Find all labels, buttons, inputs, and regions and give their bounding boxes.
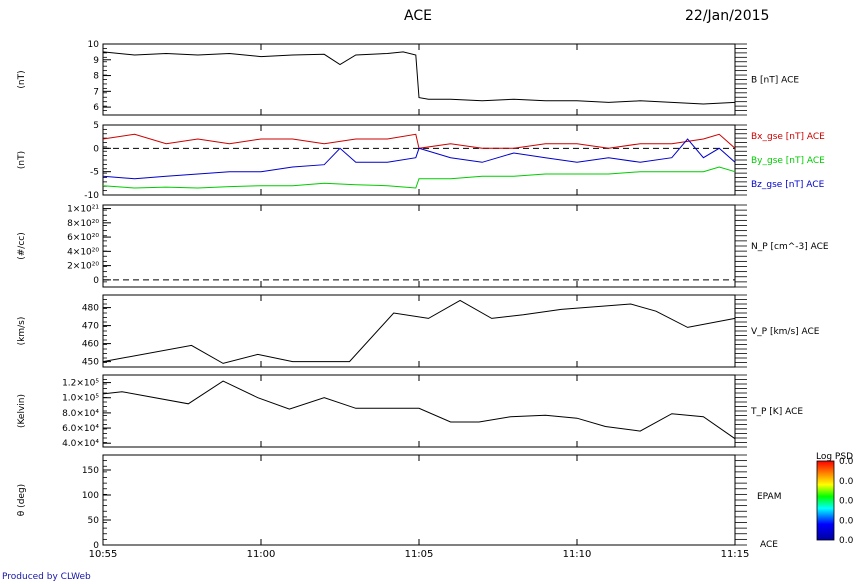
y-tick-label: 8.0×10⁴ xyxy=(62,409,99,419)
y-tick-label: 8 xyxy=(93,72,99,82)
colorbar-tick-label: 0.0 xyxy=(839,516,854,526)
panel-frame xyxy=(102,294,736,368)
y-tick-label: 1.0×10⁵ xyxy=(62,394,99,404)
y-tick-label: 0 xyxy=(93,276,99,286)
y-tick-label: 4×10²⁰ xyxy=(67,247,99,257)
y-axis-label: (km/s) xyxy=(17,317,27,346)
y-tick-label: 4.0×10⁴ xyxy=(62,439,99,449)
y-tick-label: -10 xyxy=(84,191,99,201)
panel-frame xyxy=(102,454,736,546)
x-tick-label: 11:00 xyxy=(247,549,276,560)
y-tick-label: 0 xyxy=(93,144,99,154)
legend-label: T_P [K] ACE xyxy=(750,407,803,417)
y-axis-label: (nT) xyxy=(17,70,27,88)
colorbar xyxy=(816,460,835,541)
x-tick-label: 10:55 xyxy=(89,549,118,560)
y-tick-label: 0 xyxy=(93,541,99,551)
legend-label: By_gse [nT] ACE xyxy=(751,156,825,166)
epam-label: EPAM xyxy=(757,492,781,502)
chart-date: 22/Jan/2015 xyxy=(685,8,770,24)
panel-frame xyxy=(102,124,736,196)
series-line xyxy=(102,133,736,149)
y-tick-label: 460 xyxy=(82,340,99,350)
y-tick-label: 470 xyxy=(82,322,99,332)
colorbar-tick-label: 0.0 xyxy=(839,497,854,507)
series-line xyxy=(102,299,736,364)
panel-frame xyxy=(102,374,736,448)
colorbar-tick-label: 0.0 xyxy=(839,457,854,467)
y-tick-label: 1.2×10⁵ xyxy=(62,379,99,389)
series-line xyxy=(102,51,736,105)
series-line xyxy=(102,380,736,440)
legend-label: N_P [cm^-3] ACE xyxy=(751,242,829,252)
series-line xyxy=(102,166,736,189)
y-tick-label: 480 xyxy=(82,304,99,314)
colorbar-tick-label: 0.0 xyxy=(839,536,854,546)
ace-label: ACE xyxy=(760,540,778,550)
y-axis-label: θ (deg) xyxy=(17,484,27,516)
legend-label: Bz_gse [nT] ACE xyxy=(751,180,825,190)
credit-text: Produced by CLWeb xyxy=(2,572,91,582)
colorbar-tick-label: 0.0 xyxy=(839,477,854,487)
y-tick-label: 9 xyxy=(93,56,99,66)
y-tick-label: 1×10²¹ xyxy=(67,205,99,215)
y-tick-label: 100 xyxy=(82,491,99,501)
y-tick-label: 450 xyxy=(82,358,99,368)
y-tick-label: 150 xyxy=(82,466,99,476)
y-axis-label: (Kelvin) xyxy=(17,394,27,428)
x-tick-label: 11:15 xyxy=(721,549,750,560)
colorbar-title: Log PSD xyxy=(816,452,853,462)
y-tick-label: 5 xyxy=(93,121,99,131)
y-tick-label: 6.0×10⁴ xyxy=(62,424,99,434)
y-tick-label: -5 xyxy=(90,168,99,178)
y-tick-label: 7 xyxy=(93,87,99,97)
y-axis-label: (nT) xyxy=(17,151,27,169)
legend-label: B [nT] ACE xyxy=(751,76,799,86)
x-tick-label: 11:10 xyxy=(563,549,592,560)
legend-label: V_P [km/s] ACE xyxy=(751,327,820,337)
y-tick-label: 8×10²⁰ xyxy=(67,219,99,229)
y-tick-label: 10 xyxy=(88,40,100,50)
panel-frame xyxy=(102,204,736,288)
y-tick-label: 2×10²⁰ xyxy=(67,262,99,272)
series-line xyxy=(102,138,736,180)
y-tick-label: 6 xyxy=(93,103,99,113)
y-tick-label: 6×10²⁰ xyxy=(67,233,99,243)
y-tick-label: 50 xyxy=(88,516,100,526)
chart-title: ACE xyxy=(404,8,432,24)
x-tick-label: 11:05 xyxy=(405,549,434,560)
legend-label: Bx_gse [nT] ACE xyxy=(751,132,825,142)
y-axis-label: (#/cc) xyxy=(17,232,27,260)
